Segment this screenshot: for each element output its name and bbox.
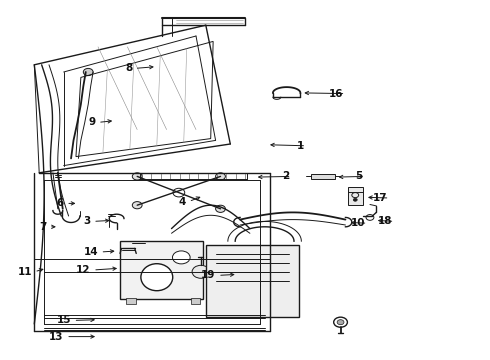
Text: 5: 5 <box>355 171 363 181</box>
Text: 16: 16 <box>328 89 343 99</box>
Text: 18: 18 <box>377 216 392 226</box>
Text: 2: 2 <box>282 171 289 181</box>
Text: 11: 11 <box>17 267 32 277</box>
Circle shape <box>172 251 190 264</box>
Text: 9: 9 <box>88 117 96 127</box>
Circle shape <box>132 173 142 180</box>
Circle shape <box>132 202 142 209</box>
Circle shape <box>216 205 225 212</box>
Text: 19: 19 <box>201 270 216 280</box>
Text: 8: 8 <box>125 63 132 73</box>
Bar <box>120 241 203 299</box>
Ellipse shape <box>141 264 172 291</box>
Text: 17: 17 <box>372 193 387 203</box>
Circle shape <box>173 188 185 197</box>
Text: 6: 6 <box>56 198 64 208</box>
Circle shape <box>83 68 93 76</box>
Bar <box>126 298 136 304</box>
Circle shape <box>192 265 210 278</box>
Text: 13: 13 <box>49 332 64 342</box>
Bar <box>348 187 363 205</box>
Circle shape <box>353 198 357 201</box>
Circle shape <box>216 173 225 180</box>
Bar <box>191 298 200 304</box>
Text: 14: 14 <box>83 247 98 257</box>
Circle shape <box>337 320 344 325</box>
Bar <box>311 174 335 179</box>
Text: 15: 15 <box>56 315 71 325</box>
Text: 7: 7 <box>39 222 47 232</box>
Bar <box>206 245 299 317</box>
Text: 3: 3 <box>83 216 91 226</box>
Text: 1: 1 <box>296 141 304 151</box>
Text: 10: 10 <box>350 218 365 228</box>
Text: 4: 4 <box>179 197 186 207</box>
Text: 12: 12 <box>76 265 91 275</box>
